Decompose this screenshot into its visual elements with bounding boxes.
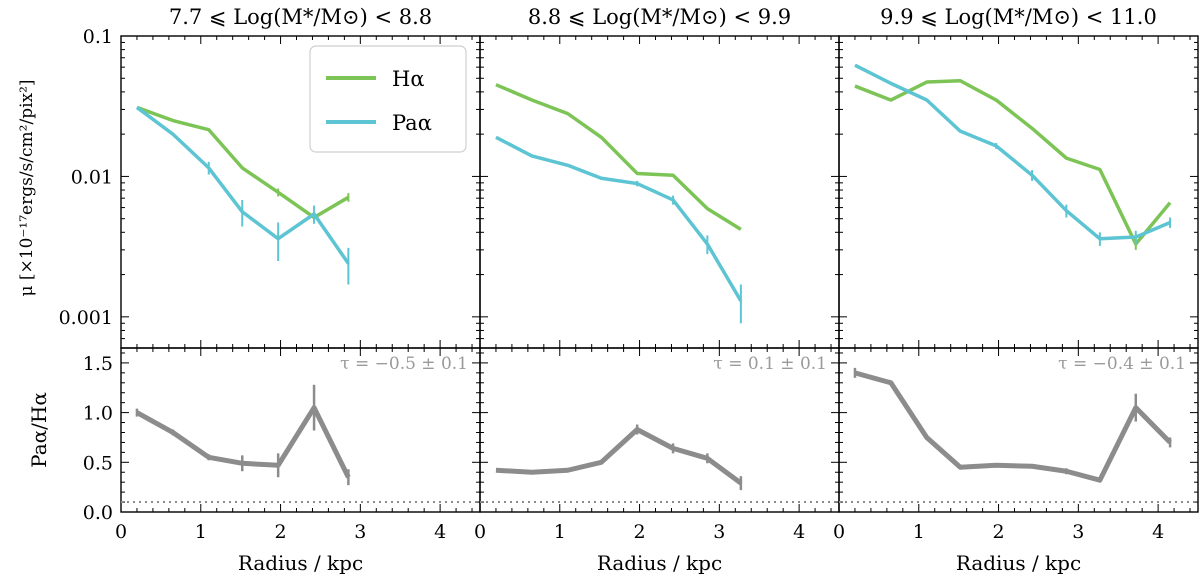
x-tick-label: 2 [993, 521, 1005, 543]
x-tick-label: 0 [833, 521, 845, 543]
ratio-line [854, 370, 1172, 483]
y-axis-label-bottom: Paα/Hα [27, 392, 51, 468]
panel-2: 8.8 ⩽ Log(M*/M⊙) < 9.9 0 1 2 3 4 Radius / kpc τ… [474, 5, 840, 575]
x-tick-label: 3 [713, 521, 725, 543]
x-tick-label: 4 [793, 521, 805, 543]
bottom-axes-frame [838, 347, 1199, 513]
panel-title: 7.7 ⩽ Log(M*/M⊙) < 8.8 [169, 5, 432, 29]
tau-annotation: τ = 0.1 ± 0.1 [713, 354, 827, 374]
legend-paalpha-label: Paα [392, 111, 432, 135]
x-tick-label: 2 [275, 521, 287, 543]
top-y-tick-label: 0.1 [83, 26, 113, 48]
ratio-line [495, 427, 743, 486]
series-line-paalpha [854, 63, 1171, 241]
legend-box [309, 45, 467, 153]
x-tick-label: 1 [554, 521, 566, 543]
x-tick-label: 3 [1072, 521, 1084, 543]
legend-halpha-label: Hα [392, 67, 425, 91]
bottom-y-tick-label: 1.0 [83, 403, 113, 425]
x-axis-label: Radius / kpc [956, 551, 1081, 575]
x-tick-label: 1 [195, 521, 207, 543]
bottom-y-tick-label: 0.5 [83, 452, 113, 474]
x-axis-label: Radius / kpc [597, 551, 722, 575]
bottom-y-tick-label: 0.0 [83, 502, 113, 524]
tau-annotation: τ = −0.4 ± 0.1 [1058, 354, 1186, 374]
series-line-halpha [854, 79, 1172, 246]
x-tick-label: 0 [115, 521, 127, 543]
bottom-y-tick-label: 1.5 [83, 353, 113, 375]
y-axis-label-top: μ [×10⁻¹⁷ergs/s/cm²/pix²] [17, 79, 37, 296]
x-tick-label: 2 [634, 521, 646, 543]
series-line-halpha [495, 83, 742, 231]
x-axis-label: Radius / kpc [238, 551, 363, 575]
tau-annotation: τ = −0.5 ± 0.1 [340, 354, 468, 374]
x-tick-label: 1 [913, 521, 925, 543]
panel-3: 9.9 ⩽ Log(M*/M⊙) < 11.0 0 1 2 3 4 Radius / kpc… [833, 5, 1199, 575]
legend: Hα Paα [309, 45, 467, 153]
top-y-tick-label: 0.001 [59, 307, 113, 329]
panel-title: 9.9 ⩽ Log(M*/M⊙) < 11.0 [880, 5, 1157, 29]
x-tick-label: 4 [434, 521, 446, 543]
series-line-paalpha [495, 135, 743, 302]
x-tick-label: 3 [354, 521, 366, 543]
panel-title: 8.8 ⩽ Log(M*/M⊙) < 9.9 [528, 5, 791, 29]
top-y-tick-label: 0.01 [71, 166, 113, 188]
panel-1: 7.7 ⩽ Log(M*/M⊙) < 8.8 0.1 0.01 0.001 0 1 2 3 4 R… [59, 5, 481, 575]
x-tick-label: 0 [474, 521, 486, 543]
x-tick-label: 4 [1152, 521, 1164, 543]
